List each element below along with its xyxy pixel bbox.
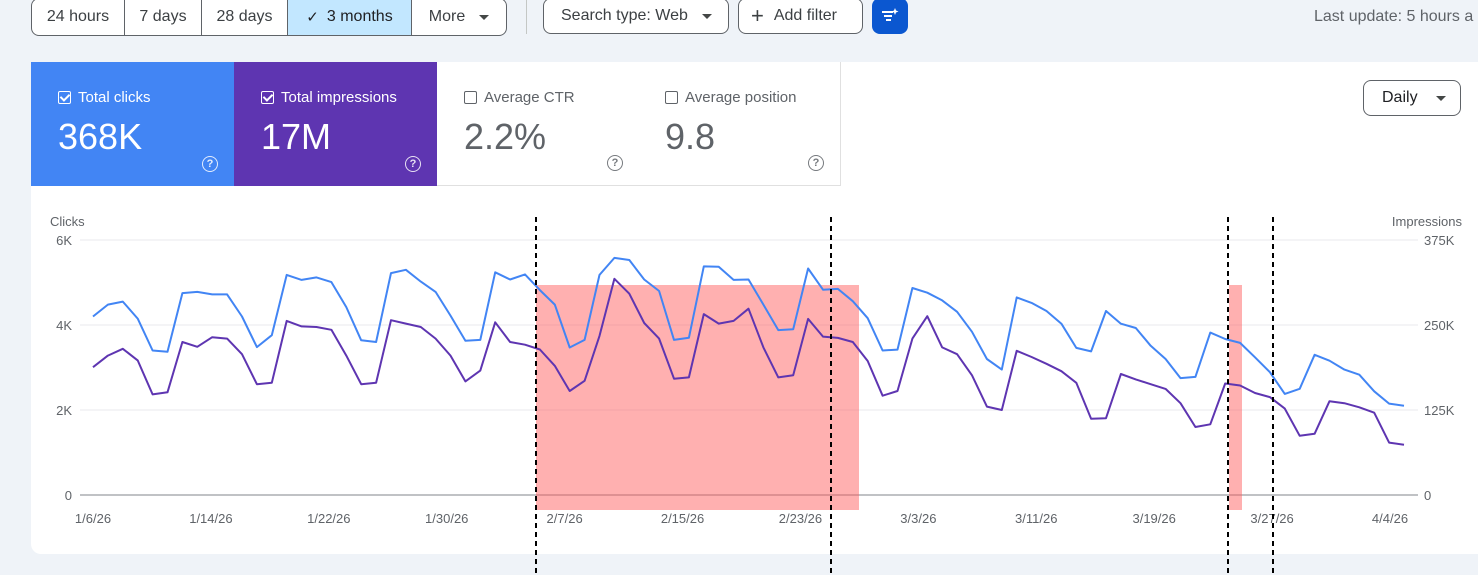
metric-label: Total impressions [261, 89, 397, 106]
metric-average-ctr[interactable]: Average CTR 2.2% ? [437, 62, 640, 186]
help-icon[interactable]: ? [405, 156, 421, 172]
smart-filter-button[interactable] [872, 0, 908, 34]
x-axis-tick-label: 2/15/26 [661, 511, 704, 526]
metric-label: Average CTR [464, 89, 575, 106]
metric-label: Average position [665, 89, 796, 106]
x-axis-tick-label: 2/23/26 [779, 511, 822, 526]
x-axis-tick-label: 2/7/26 [547, 511, 583, 526]
checkbox-unchecked-icon [464, 91, 477, 104]
range-label: 24 hours [46, 8, 110, 25]
range-label: More [428, 8, 466, 25]
plus-icon: + [751, 3, 764, 28]
range-28-days-button[interactable]: 28 days [202, 0, 288, 35]
right-axis-tick-label: 375K [1424, 233, 1455, 248]
caret-down-icon [479, 14, 490, 20]
metric-label-text: Total clicks [78, 89, 151, 106]
toolbar-divider [526, 0, 527, 34]
checkbox-unchecked-icon [665, 91, 678, 104]
metric-label-text: Total impressions [281, 89, 397, 106]
granularity-label: Daily [1382, 89, 1418, 106]
metric-value: 9.8 [665, 116, 716, 157]
caret-down-icon [1435, 95, 1446, 101]
x-axis-tick-label: 1/30/26 [425, 511, 468, 526]
metric-label: Total clicks [58, 89, 151, 106]
left-axis-tick-label: 2K [56, 403, 72, 418]
add-filter-button[interactable]: + Add filter [738, 0, 863, 34]
x-axis-tick-label: 3/19/26 [1132, 511, 1175, 526]
last-update-text: Last update: 5 hours a [1314, 8, 1474, 25]
x-axis-tick-label: 4/4/26 [1372, 511, 1408, 526]
metric-label-text: Average CTR [484, 89, 575, 106]
metric-total-clicks[interactable]: Total clicks 368K ? [31, 62, 234, 186]
x-axis-tick-label: 1/22/26 [307, 511, 350, 526]
right-axis-tick-label: 125K [1424, 403, 1455, 418]
series-line-impressions [92, 277, 1405, 446]
x-axis-tick-label: 1/6/26 [75, 511, 111, 526]
metric-total-impressions[interactable]: Total impressions 17M ? [234, 62, 437, 186]
series-line-clicks [92, 256, 1405, 407]
help-icon[interactable]: ? [202, 156, 218, 172]
help-icon[interactable]: ? [808, 155, 824, 171]
left-axis-tick-label: 4K [56, 318, 72, 333]
range-label: 7 days [139, 8, 187, 25]
left-axis-tick-label: 0 [65, 488, 72, 503]
checkbox-checked-icon [58, 91, 71, 104]
range-label: 28 days [216, 8, 273, 25]
range-7-days-button[interactable]: 7 days [125, 0, 202, 35]
granularity-dropdown[interactable]: Daily [1363, 80, 1461, 116]
help-icon[interactable]: ? [607, 155, 623, 171]
right-axis-label: Impressions [1392, 214, 1463, 229]
metric-value: 17M [261, 116, 332, 157]
highlight-box [536, 285, 859, 510]
left-axis-label: Clicks [50, 214, 85, 229]
right-axis-tick-label: 250K [1424, 318, 1455, 333]
date-range-selector: 24 hours 7 days 28 days ✓ 3 months More [31, 0, 507, 36]
performance-card: Total clicks 368K ? Total impressions 17… [31, 62, 1478, 554]
checkmark-icon: ✓ [306, 9, 319, 26]
metric-label-text: Average position [685, 89, 797, 106]
highlight-box [1229, 285, 1242, 510]
range-more-button[interactable]: More [412, 0, 506, 35]
metric-value: 368K [58, 116, 143, 157]
x-axis-tick-label: 3/3/26 [900, 511, 936, 526]
toolbar: 24 hours 7 days 28 days ✓ 3 months More S… [0, 0, 1478, 36]
range-3-months-button[interactable]: ✓ 3 months [288, 0, 412, 35]
left-axis-tick-label: 6K [56, 233, 72, 248]
metric-average-position[interactable]: Average position 9.8 ? [638, 62, 841, 186]
add-filter-label: Add filter [773, 7, 837, 24]
range-24-hours-button[interactable]: 24 hours [32, 0, 125, 35]
metric-value: 2.2% [464, 116, 547, 157]
x-axis-tick-label: 3/11/26 [1015, 511, 1057, 526]
sparkle-filter-icon [882, 8, 899, 21]
checkbox-checked-icon [261, 91, 274, 104]
right-axis-tick-label: 0 [1424, 488, 1431, 503]
range-label: 3 months [326, 8, 393, 25]
caret-down-icon [701, 13, 712, 19]
search-type-label: Search type: Web [561, 7, 688, 24]
x-axis-tick-label: 1/14/26 [189, 511, 232, 526]
search-type-button[interactable]: Search type: Web [543, 0, 729, 34]
